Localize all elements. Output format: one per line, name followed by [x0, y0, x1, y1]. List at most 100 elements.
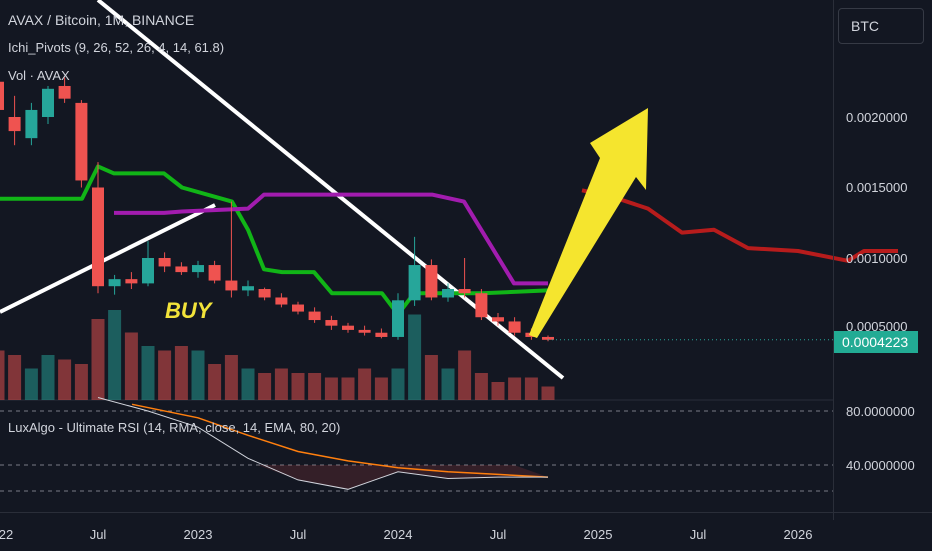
candle-body: [475, 293, 488, 318]
candle-body: [58, 85, 71, 99]
volume-bar: [0, 350, 5, 400]
plot-background: [0, 0, 833, 512]
pivot-line-purple: [114, 192, 548, 286]
candle-body: [0, 81, 4, 110]
candle-body: [92, 187, 104, 287]
candle-body: [375, 332, 388, 337]
buy-annotation: BUY: [165, 298, 212, 323]
candle-body: [192, 265, 204, 273]
candle-body: [142, 258, 154, 284]
price-tick: 0.0010000: [846, 251, 908, 266]
time-tick: Jul: [289, 527, 307, 542]
price-tick: 0.0020000: [846, 110, 908, 125]
volume-bar: [208, 364, 222, 400]
candle-body: [75, 102, 88, 181]
volume-bar: [191, 350, 205, 400]
candle-body: [275, 297, 288, 305]
candle-body: [458, 289, 471, 294]
volume-bar: [224, 355, 238, 400]
time-tick: 2024: [383, 527, 413, 542]
symbol-title[interactable]: AVAX / Bitcoin, 1M, BINANCE: [8, 12, 195, 28]
volume-bar: [108, 310, 122, 400]
rsi-oversold-fill: [258, 465, 548, 490]
candle-body: [8, 117, 21, 132]
volume-bar: [74, 364, 88, 400]
volume-bar: [58, 359, 72, 400]
volume-bar: [308, 373, 322, 400]
volume-bar: [158, 350, 172, 400]
candle-body: [175, 266, 188, 273]
volume-bar: [241, 368, 255, 400]
volume-bar: [274, 368, 288, 400]
candle-body: [125, 279, 138, 284]
rsi-line: [97, 397, 548, 490]
currency-button[interactable]: BTC: [838, 8, 924, 44]
volume-bar: [174, 346, 188, 400]
volume-bar: [508, 377, 522, 400]
candle-body: [425, 265, 438, 298]
rsi-signal-line: [131, 403, 549, 478]
ichi-pivots-legend[interactable]: Ichi_Pivots (9, 26, 52, 26, 4, 14, 61.8): [8, 40, 225, 55]
candle-body: [492, 317, 504, 322]
rsi-legend[interactable]: LuxAlgo - Ultimate RSI (14, RMA, close, …: [8, 420, 341, 435]
price-tick: 0.0015000: [846, 180, 908, 195]
volume-bar: [524, 377, 538, 400]
volume-bar: [341, 377, 355, 400]
volume-bar: [91, 319, 105, 400]
candle-body: [158, 258, 171, 267]
candle-body: [308, 311, 321, 321]
time-tick: 2026: [783, 527, 813, 542]
volume-bar: [424, 355, 438, 400]
volume-bar: [41, 355, 55, 400]
volume-bar: [8, 355, 22, 400]
candle-body: [508, 321, 521, 333]
bullish-arrow: [529, 108, 648, 338]
current-price-label: 0.0004223: [834, 331, 918, 353]
volume-bar: [124, 332, 138, 400]
volume-bar: [324, 377, 338, 400]
candle-body: [542, 336, 554, 340]
price-tick: 0.0005000: [846, 319, 908, 334]
candle-body: [408, 265, 421, 301]
time-tick: 2023: [183, 527, 213, 542]
candle-body: [292, 304, 304, 312]
time-tick: Jul: [89, 527, 107, 542]
candle-body: [108, 279, 121, 287]
candle-body: [325, 320, 338, 326]
volume-bar: [291, 373, 305, 400]
price-scale[interactable]: [833, 0, 932, 520]
rsi-tick: 40.0000000: [846, 458, 915, 473]
candle-body: [342, 325, 354, 330]
volume-bar: [391, 368, 405, 400]
candle-body: [392, 300, 404, 337]
candle-body: [42, 88, 54, 117]
volume-bar: [474, 373, 488, 400]
candle-body: [358, 329, 371, 333]
projection-line-red: [581, 188, 898, 263]
volume-bar: [441, 368, 455, 400]
time-tick: 22: [0, 527, 14, 542]
rsi-tick: 80.0000000: [846, 404, 915, 419]
candle-body: [258, 289, 271, 298]
volume-bar: [24, 368, 38, 400]
volume-legend[interactable]: Vol · AVAX: [8, 68, 70, 83]
candle-body: [242, 286, 254, 291]
volume-bar: [258, 373, 272, 400]
candle-body: [225, 280, 238, 291]
volume-bar: [141, 346, 155, 400]
volume-bar: [491, 382, 505, 400]
candle-body: [25, 109, 38, 139]
candle-body: [442, 289, 454, 298]
volume-bar: [374, 377, 388, 400]
time-tick: 2025: [583, 527, 613, 542]
candle-body: [208, 265, 221, 281]
time-axis[interactable]: 22 Jul 2023 Jul 2024 Jul 2025 Jul 2026: [0, 512, 932, 551]
time-tick: Jul: [689, 527, 707, 542]
support-trendline: [0, 203, 216, 314]
volume-bar: [458, 350, 472, 400]
volume-bar: [358, 368, 372, 400]
volume-bar: [541, 386, 555, 400]
time-tick: Jul: [489, 527, 507, 542]
volume-bar: [408, 314, 422, 400]
